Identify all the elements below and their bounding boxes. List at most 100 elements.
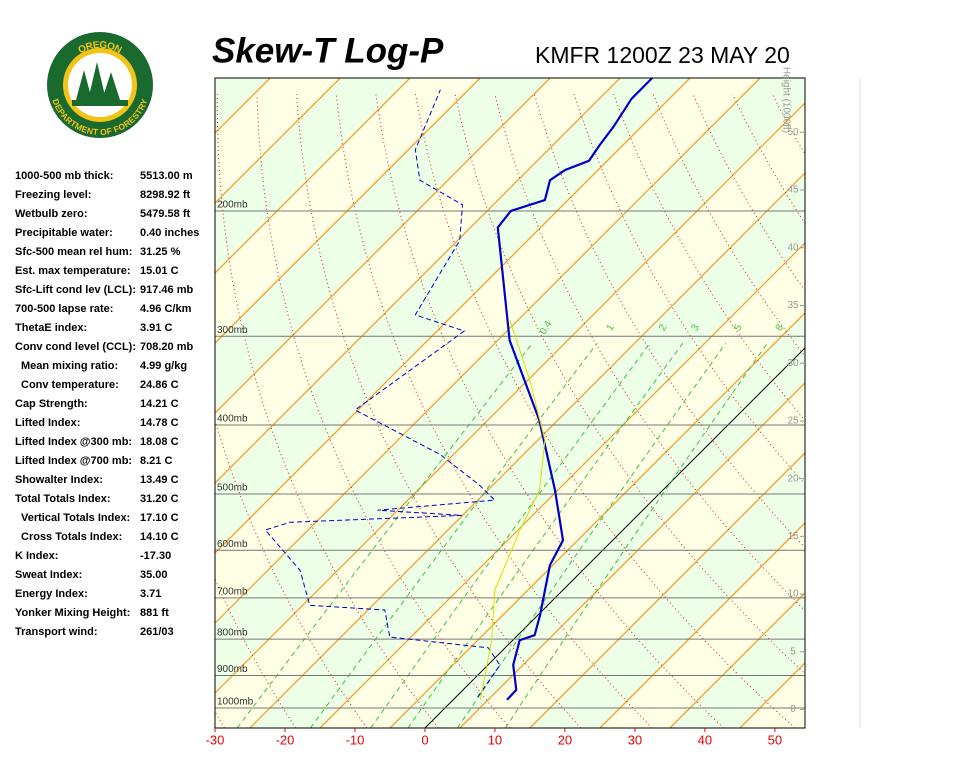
x-tick-label: 30 [628, 732, 642, 747]
index-value: 31.25 % [140, 246, 181, 258]
x-tick-label: 20 [558, 732, 572, 747]
isotherm [880, 78, 960, 728]
y-tick-label: 1000mb [217, 697, 254, 708]
index-value: 24.86 C [140, 379, 179, 391]
isotherm [529, 452, 805, 728]
y-tick-label: 500mb [217, 483, 248, 494]
mixing-ratio-line [236, 342, 533, 728]
logo-top: OREGON [76, 39, 123, 55]
isotherm [459, 382, 805, 728]
band [950, 78, 960, 728]
y-tick-label: 700mb [217, 586, 248, 597]
index-label: Transport wind: [15, 626, 98, 638]
dry-adiabat [931, 94, 960, 728]
logo-top-text: OREGON [76, 39, 123, 55]
index-label: Sfc-Lift cond lev (LCL): [15, 284, 136, 296]
index-label: Showalter Index: [15, 474, 103, 486]
axes: 0.4 1 2 3 5 81000mb900mb800mb700mb600mb500mb4… [206, 67, 805, 747]
indices: 1000-500 mb thick: 5513.00 m Freezing leve… [15, 170, 199, 638]
index-value: 4.99 g/kg [140, 360, 187, 372]
isotherm [669, 592, 805, 728]
index-label: Est. max temperature: [15, 265, 131, 277]
logo: OREGON DEPARTMENT OF FORESTRY [47, 32, 153, 138]
x-tick-label: -30 [206, 732, 225, 747]
index-label: Lifted Index: [15, 417, 80, 429]
index-value: 3.71 [140, 588, 161, 600]
y2-tick-label: 30 [787, 358, 799, 369]
y-tick-label: 600mb [217, 539, 248, 550]
profile-line [496, 78, 653, 701]
index-label: 1000-500 mb thick: [15, 170, 113, 182]
index-value: 17.10 C [140, 512, 179, 524]
index-label: Conv cond level (CCL): [15, 341, 136, 353]
y2-tick-label: 35 [787, 300, 799, 311]
index-label: Cross Totals Index: [21, 531, 122, 543]
index-value: 261/03 [140, 626, 174, 638]
dry-adiabat [215, 577, 297, 728]
index-label: 700-500 lapse rate: [15, 303, 113, 315]
dry-adiabat [812, 94, 960, 728]
band [880, 78, 960, 728]
index-label: ThetaE index: [15, 322, 87, 334]
index-value: 708.20 mb [140, 341, 193, 353]
index-label: Mean mixing ratio: [21, 360, 118, 372]
isotherm [950, 78, 960, 728]
index-value: 0.40 inches [140, 227, 199, 239]
mixing-ratio-line [370, 343, 651, 728]
y-tick-label: 300mb [217, 325, 248, 336]
isotherm [810, 78, 960, 728]
index-label: Cap Strength: [15, 398, 88, 410]
chart-subtitle: KMFR 1200Z 23 MAY 20 [535, 42, 790, 68]
mixing-ratio-line [457, 343, 727, 728]
y2-axis-label: Height (1000ft) [780, 67, 791, 133]
index-label: Yonker Mixing Height: [15, 607, 130, 619]
y-tick-label: 800mb [217, 628, 248, 639]
index-label: Freezing level: [15, 189, 91, 201]
dry-adiabat [215, 418, 368, 728]
y2-tick-label: 5 [790, 646, 796, 657]
index-label: Precipitable water: [15, 227, 113, 239]
band [810, 78, 960, 728]
index-value: 15.01 C [140, 265, 179, 277]
index-value: 8.21 C [140, 455, 172, 467]
plot-frame [214, 77, 806, 729]
index-value: 14.21 C [140, 398, 179, 410]
x-tick-label: -10 [346, 732, 365, 747]
index-label: K Index: [15, 550, 58, 562]
index-value: -17.30 [140, 550, 171, 562]
mixing-ratio-label: 3 [690, 322, 703, 333]
dry-adiabat [256, 94, 510, 728]
mixing-ratio-label: 2 [657, 322, 670, 333]
index-label: Wetbulb zero: [15, 208, 88, 220]
isotherm [215, 78, 481, 344]
logo-ground [72, 100, 128, 106]
index-label: Lifted Index @700 mb: [15, 455, 132, 467]
isotherm [215, 78, 761, 624]
profile-line [479, 320, 546, 700]
logo-trees [76, 62, 120, 100]
mixing-ratio-line [504, 343, 768, 728]
mixing-ratio-label: 5 [732, 322, 745, 333]
isotherm [599, 522, 805, 728]
dry-adiabat [216, 94, 439, 728]
y2-tick-label: 20 [787, 473, 799, 484]
index-value: 4.96 C/km [140, 303, 192, 315]
mixing-ratio-label: 8 [774, 322, 787, 333]
index-value: 18.08 C [140, 436, 179, 448]
isotherm [319, 242, 805, 728]
x-tick-label: 50 [768, 732, 782, 747]
y2-tick-label: 10 [787, 589, 799, 600]
zero-isotherm [424, 347, 805, 728]
plot-area [215, 78, 960, 728]
index-value: 3.91 C [140, 322, 172, 334]
index-label: Total Totals Index: [15, 493, 111, 505]
chart-title: Skew-T Log-P [212, 31, 444, 70]
y2-tick-label: 45 [787, 185, 799, 196]
isotherm [215, 78, 551, 414]
mixing-ratio-label: 1 [604, 322, 617, 333]
isotherm [215, 78, 621, 484]
index-label: Sweat Index: [15, 569, 82, 581]
isotherm [215, 78, 341, 205]
band [215, 78, 805, 694]
